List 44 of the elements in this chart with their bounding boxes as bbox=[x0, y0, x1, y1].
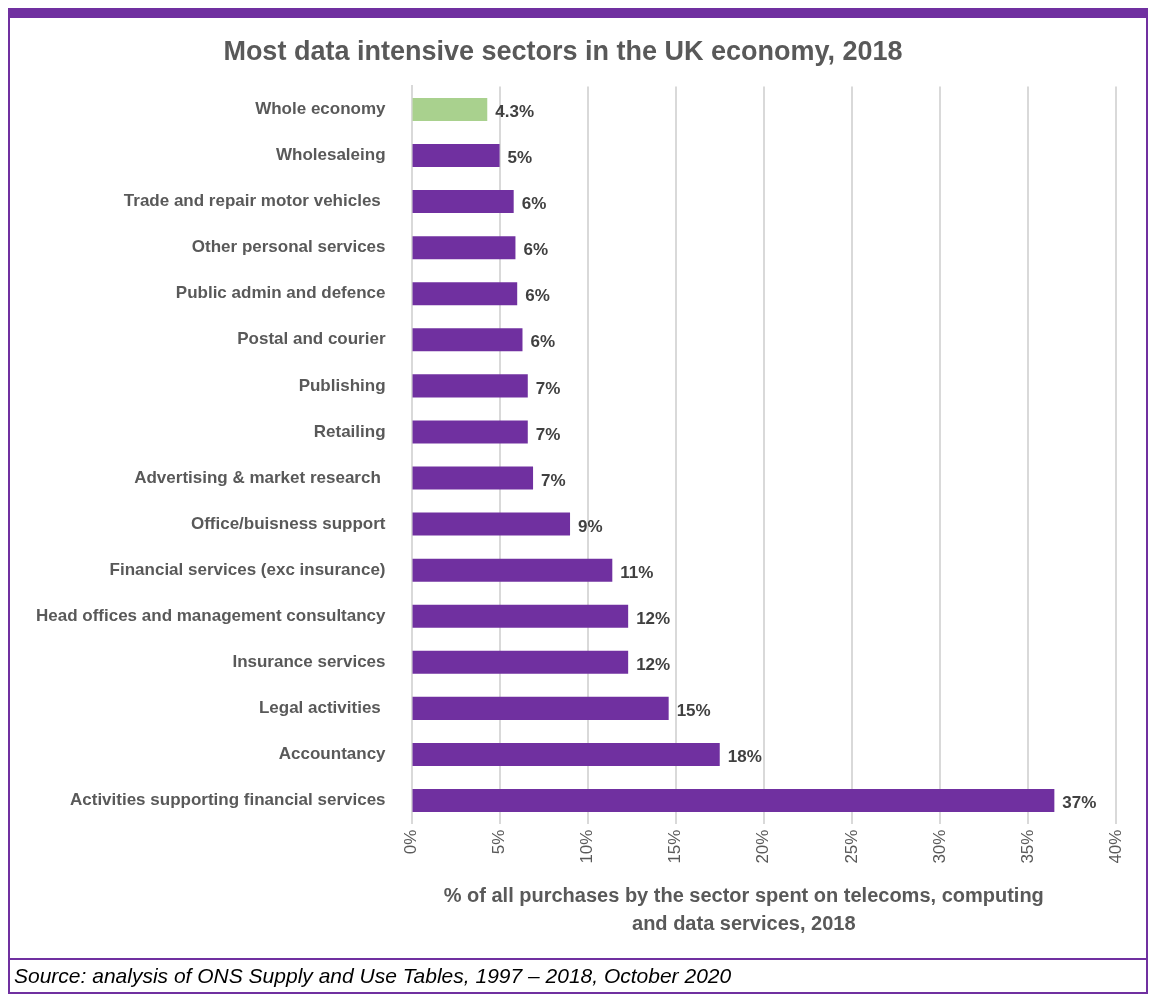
y-tick-label: Publishing bbox=[298, 375, 386, 395]
x-tick-label: 0% bbox=[401, 829, 421, 855]
data-label: 5% bbox=[507, 148, 533, 168]
y-tick-label: Other personal services bbox=[191, 237, 386, 257]
data-label: 11% bbox=[620, 562, 654, 582]
data-label: 7% bbox=[541, 470, 566, 490]
data-label: 12% bbox=[636, 655, 671, 675]
x-tick-label: 35% bbox=[1017, 829, 1037, 864]
x-axis-title: % of all purchases by the sector spent on telecoms, computing and data services, 2018 bbox=[443, 883, 1044, 934]
data-label: 6% bbox=[530, 332, 556, 352]
data-label: 37% bbox=[1062, 793, 1097, 813]
y-tick-label: Head offices and management consultancy bbox=[35, 605, 387, 625]
data-label: 18% bbox=[727, 747, 762, 767]
data-label: 6% bbox=[523, 240, 549, 260]
chart-title: Most data intensive sectors in the UK economy, 2018 bbox=[223, 35, 903, 66]
y-tick-label: Wholesaleing bbox=[275, 145, 386, 165]
x-tick-label: 5% bbox=[489, 829, 509, 855]
x-tick-label: 10% bbox=[577, 829, 597, 864]
y-tick-label: Accountancy bbox=[278, 744, 387, 764]
y-tick-label: Whole economy bbox=[255, 99, 387, 119]
y-tick-label: Legal activities bbox=[258, 698, 386, 718]
y-tick-label: Retailing bbox=[313, 421, 386, 441]
x-tick-label: 25% bbox=[841, 829, 861, 864]
data-label: 4.3% bbox=[495, 102, 535, 122]
data-label: 7% bbox=[535, 378, 561, 398]
y-tick-label: Public admin and defence bbox=[175, 283, 386, 303]
data-label: 6% bbox=[521, 194, 547, 214]
data-label: 6% bbox=[525, 286, 550, 306]
y-tick-label: Insurance services bbox=[232, 652, 386, 672]
x-tick-label: 20% bbox=[753, 829, 773, 864]
source-note: Source: analysis of ONS Supply and Use Tables, 1997 – 2018, October 2020 bbox=[14, 964, 733, 988]
y-tick-label: Postal and courier bbox=[237, 329, 386, 349]
data-label: 12% bbox=[636, 608, 671, 628]
x-tick-label: 15% bbox=[665, 829, 685, 864]
x-tick-label: 40% bbox=[1105, 829, 1125, 864]
y-tick-label: Activities supporting financial services bbox=[69, 790, 386, 810]
y-tick-label: Financial services (exc insurance) bbox=[109, 559, 386, 579]
data-label: 7% bbox=[535, 424, 561, 444]
y-tick-label: Trade and repair motor vehicles bbox=[123, 191, 386, 211]
y-tick-label: Advertising & market research bbox=[134, 467, 386, 487]
data-label: 9% bbox=[578, 516, 603, 536]
x-tick-label: 30% bbox=[929, 829, 949, 864]
data-label: 15% bbox=[676, 701, 711, 721]
y-tick-label: Office/buisness support bbox=[190, 513, 386, 533]
